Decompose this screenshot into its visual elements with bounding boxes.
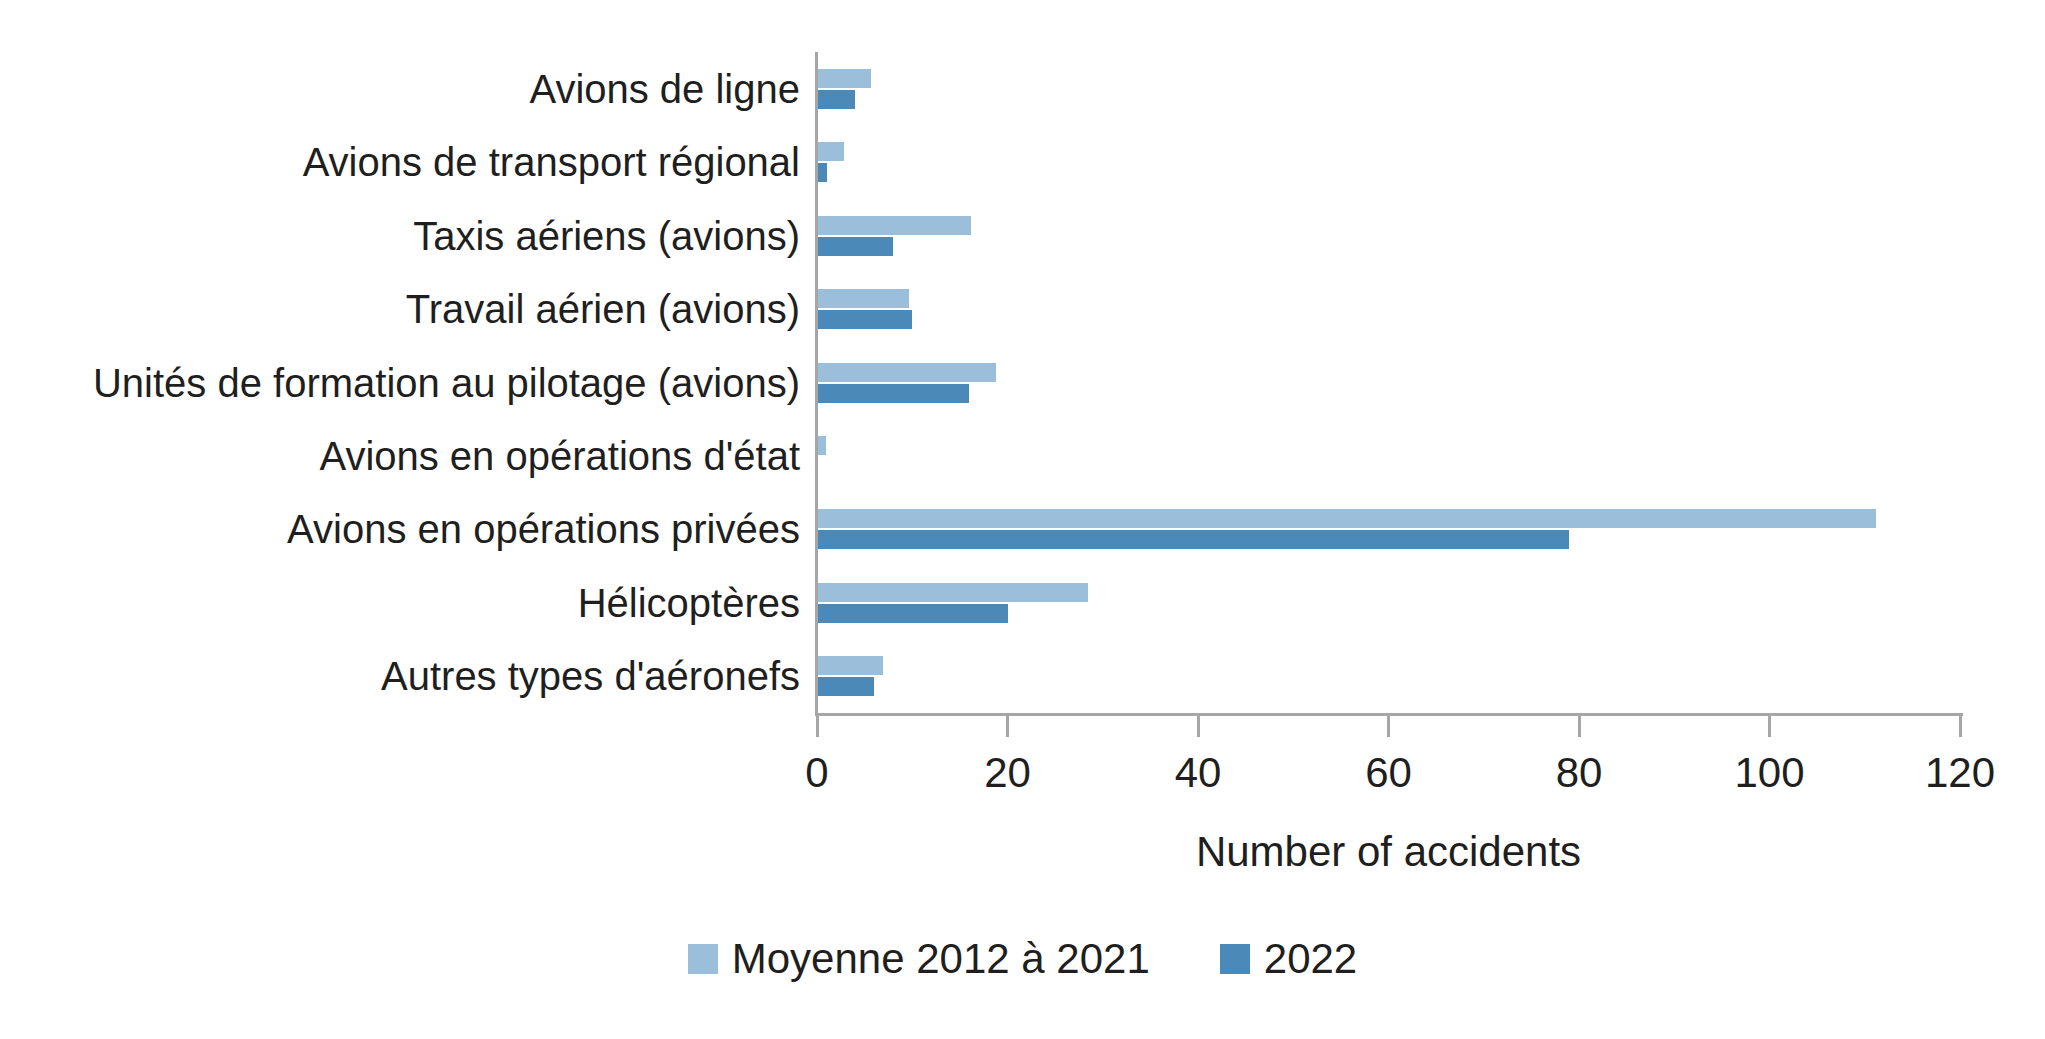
x-tick-mark <box>1578 713 1581 737</box>
bar-average <box>817 69 871 88</box>
x-tick-mark <box>1959 713 1962 737</box>
bar-average <box>817 509 1876 528</box>
x-tick-label: 120 <box>1925 752 1995 794</box>
x-tick-label: 0 <box>805 752 828 794</box>
bar-year2022 <box>817 530 1569 549</box>
x-tick-label: 80 <box>1556 752 1603 794</box>
legend-item-year2022: 2022 <box>1220 938 1357 980</box>
legend-swatch-icon <box>688 944 718 974</box>
y-axis-line <box>815 52 818 716</box>
category-label: Unités de formation au pilotage (avions) <box>93 363 800 403</box>
bar-year2022 <box>817 384 969 403</box>
bar-average <box>817 216 971 235</box>
bar-average <box>817 142 844 161</box>
x-tick-mark <box>1768 713 1771 737</box>
legend-swatch-icon <box>1220 944 1250 974</box>
category-label: Avions en opérations d'état <box>319 436 800 476</box>
category-label: Hélicoptères <box>578 583 800 623</box>
legend-label: 2022 <box>1264 938 1357 980</box>
x-tick-label: 40 <box>1175 752 1222 794</box>
bar-year2022 <box>817 677 874 696</box>
x-tick-mark <box>816 713 819 737</box>
bar-average <box>817 289 909 308</box>
legend-label: Moyenne 2012 à 2021 <box>732 938 1150 980</box>
category-label: Taxis aériens (avions) <box>413 216 800 256</box>
category-label: Avions de transport régional <box>303 142 800 182</box>
x-tick-mark <box>1387 713 1390 737</box>
category-label: Avions de ligne <box>529 69 800 109</box>
x-tick-label: 20 <box>984 752 1031 794</box>
legend: Moyenne 2012 à 2021 2022 <box>0 938 2045 980</box>
bar-average <box>817 436 826 455</box>
bar-year2022 <box>817 310 912 329</box>
bar-year2022 <box>817 163 827 182</box>
bar-year2022 <box>817 604 1008 623</box>
legend-item-average: Moyenne 2012 à 2021 <box>688 938 1150 980</box>
category-label: Autres types d'aéronefs <box>381 656 800 696</box>
x-tick-mark <box>1197 713 1200 737</box>
x-tick-label: 60 <box>1365 752 1412 794</box>
x-tick-label: 100 <box>1734 752 1804 794</box>
accident-bar-chart: Avions de ligne Avions de transport régio… <box>0 0 2045 1039</box>
category-label: Travail aérien (avions) <box>406 289 800 329</box>
x-axis-title: Number of accidents <box>817 828 1960 876</box>
bar-year2022 <box>817 90 855 109</box>
bar-year2022 <box>817 237 893 256</box>
x-tick-mark <box>1006 713 1009 737</box>
bar-average <box>817 583 1088 602</box>
category-label: Avions en opérations privées <box>287 509 800 549</box>
bar-average <box>817 363 996 382</box>
bar-average <box>817 656 883 675</box>
